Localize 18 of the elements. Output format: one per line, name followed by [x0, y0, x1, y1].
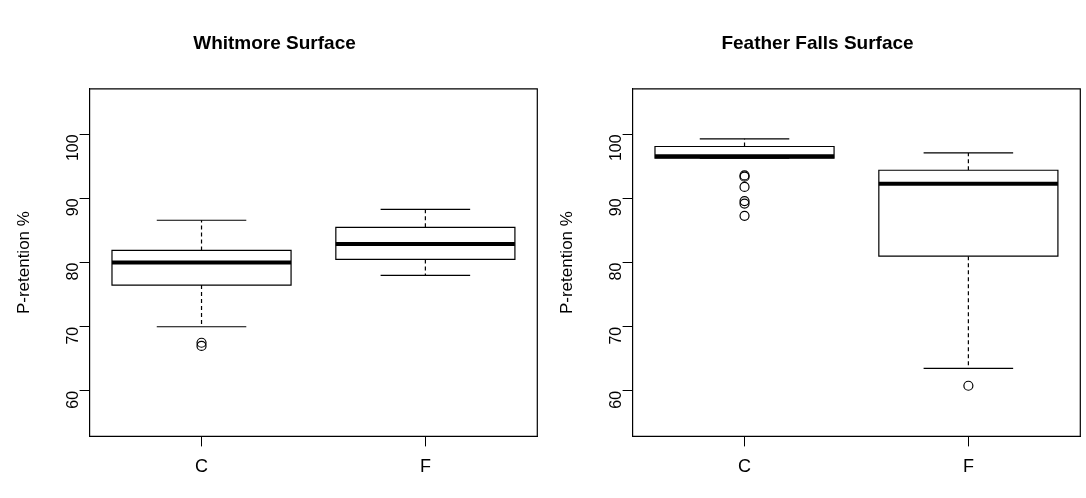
y-tick-label: 60	[64, 390, 82, 409]
y-tick-label: 70	[607, 326, 625, 345]
x-tick-label: F	[419, 456, 431, 477]
y-tick-label: 70	[64, 326, 82, 345]
y-tick-label: 100	[607, 134, 625, 162]
chart-title: Whitmore Surface	[193, 31, 356, 53]
y-axis-title: P-retention %	[556, 211, 576, 315]
chart-title: Feather Falls Surface	[721, 31, 914, 53]
y-tick-label: 60	[607, 390, 625, 409]
y-tick-label: 90	[607, 198, 625, 217]
x-tick-label: C	[738, 456, 752, 477]
y-tick-label: 80	[607, 262, 625, 281]
y-tick-label: 100	[64, 134, 82, 162]
x-tick-label: C	[195, 456, 209, 477]
y-tick-label: 80	[64, 262, 82, 281]
x-tick-label: F	[962, 456, 974, 477]
y-tick-label: 90	[64, 198, 82, 217]
y-axis-title: P-retention %	[13, 211, 33, 315]
